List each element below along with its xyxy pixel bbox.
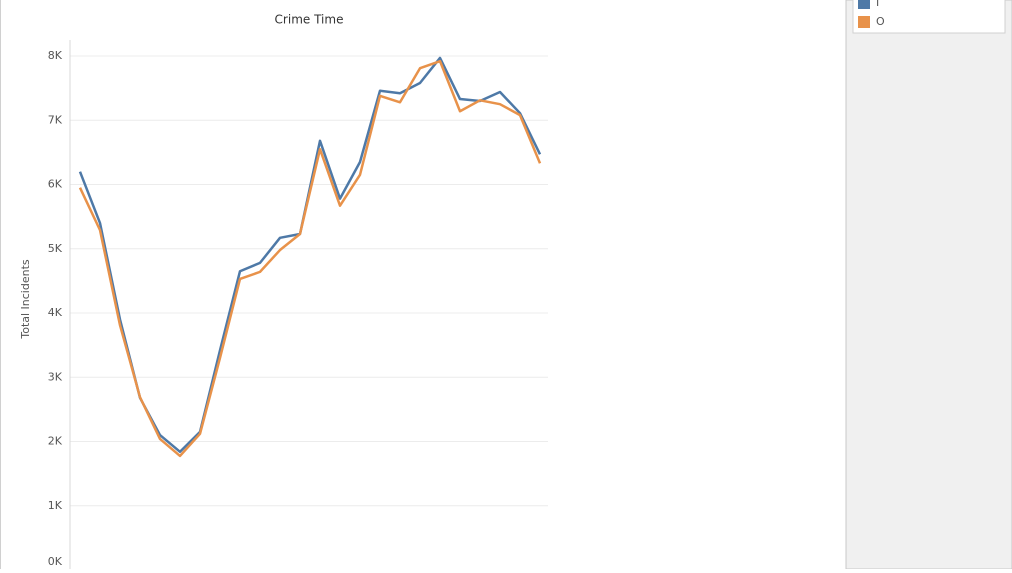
legend-label: O xyxy=(876,15,885,28)
y-tick-label: 2K xyxy=(48,435,63,448)
y-tick-label: 5K xyxy=(48,242,63,255)
series-line xyxy=(78,59,542,458)
y-tick-label: 0K xyxy=(48,555,63,568)
series-line xyxy=(78,56,542,454)
y-tick-label: 7K xyxy=(48,113,63,126)
y-tick-label: 3K xyxy=(48,370,63,383)
y-tick-label: 4K xyxy=(48,306,63,319)
y-axis-label: Total Incidents xyxy=(19,259,32,340)
legend-label: I xyxy=(876,0,879,9)
y-tick-label: 6K xyxy=(48,178,63,191)
legend-box xyxy=(852,0,1006,34)
chart-title: Crime Time xyxy=(275,13,344,27)
legend-swatch xyxy=(858,0,870,9)
legend-swatch xyxy=(858,16,870,28)
y-tick-label: 8K xyxy=(48,49,63,62)
y-tick-label: 1K xyxy=(48,499,63,512)
legend-panel xyxy=(845,0,1012,570)
